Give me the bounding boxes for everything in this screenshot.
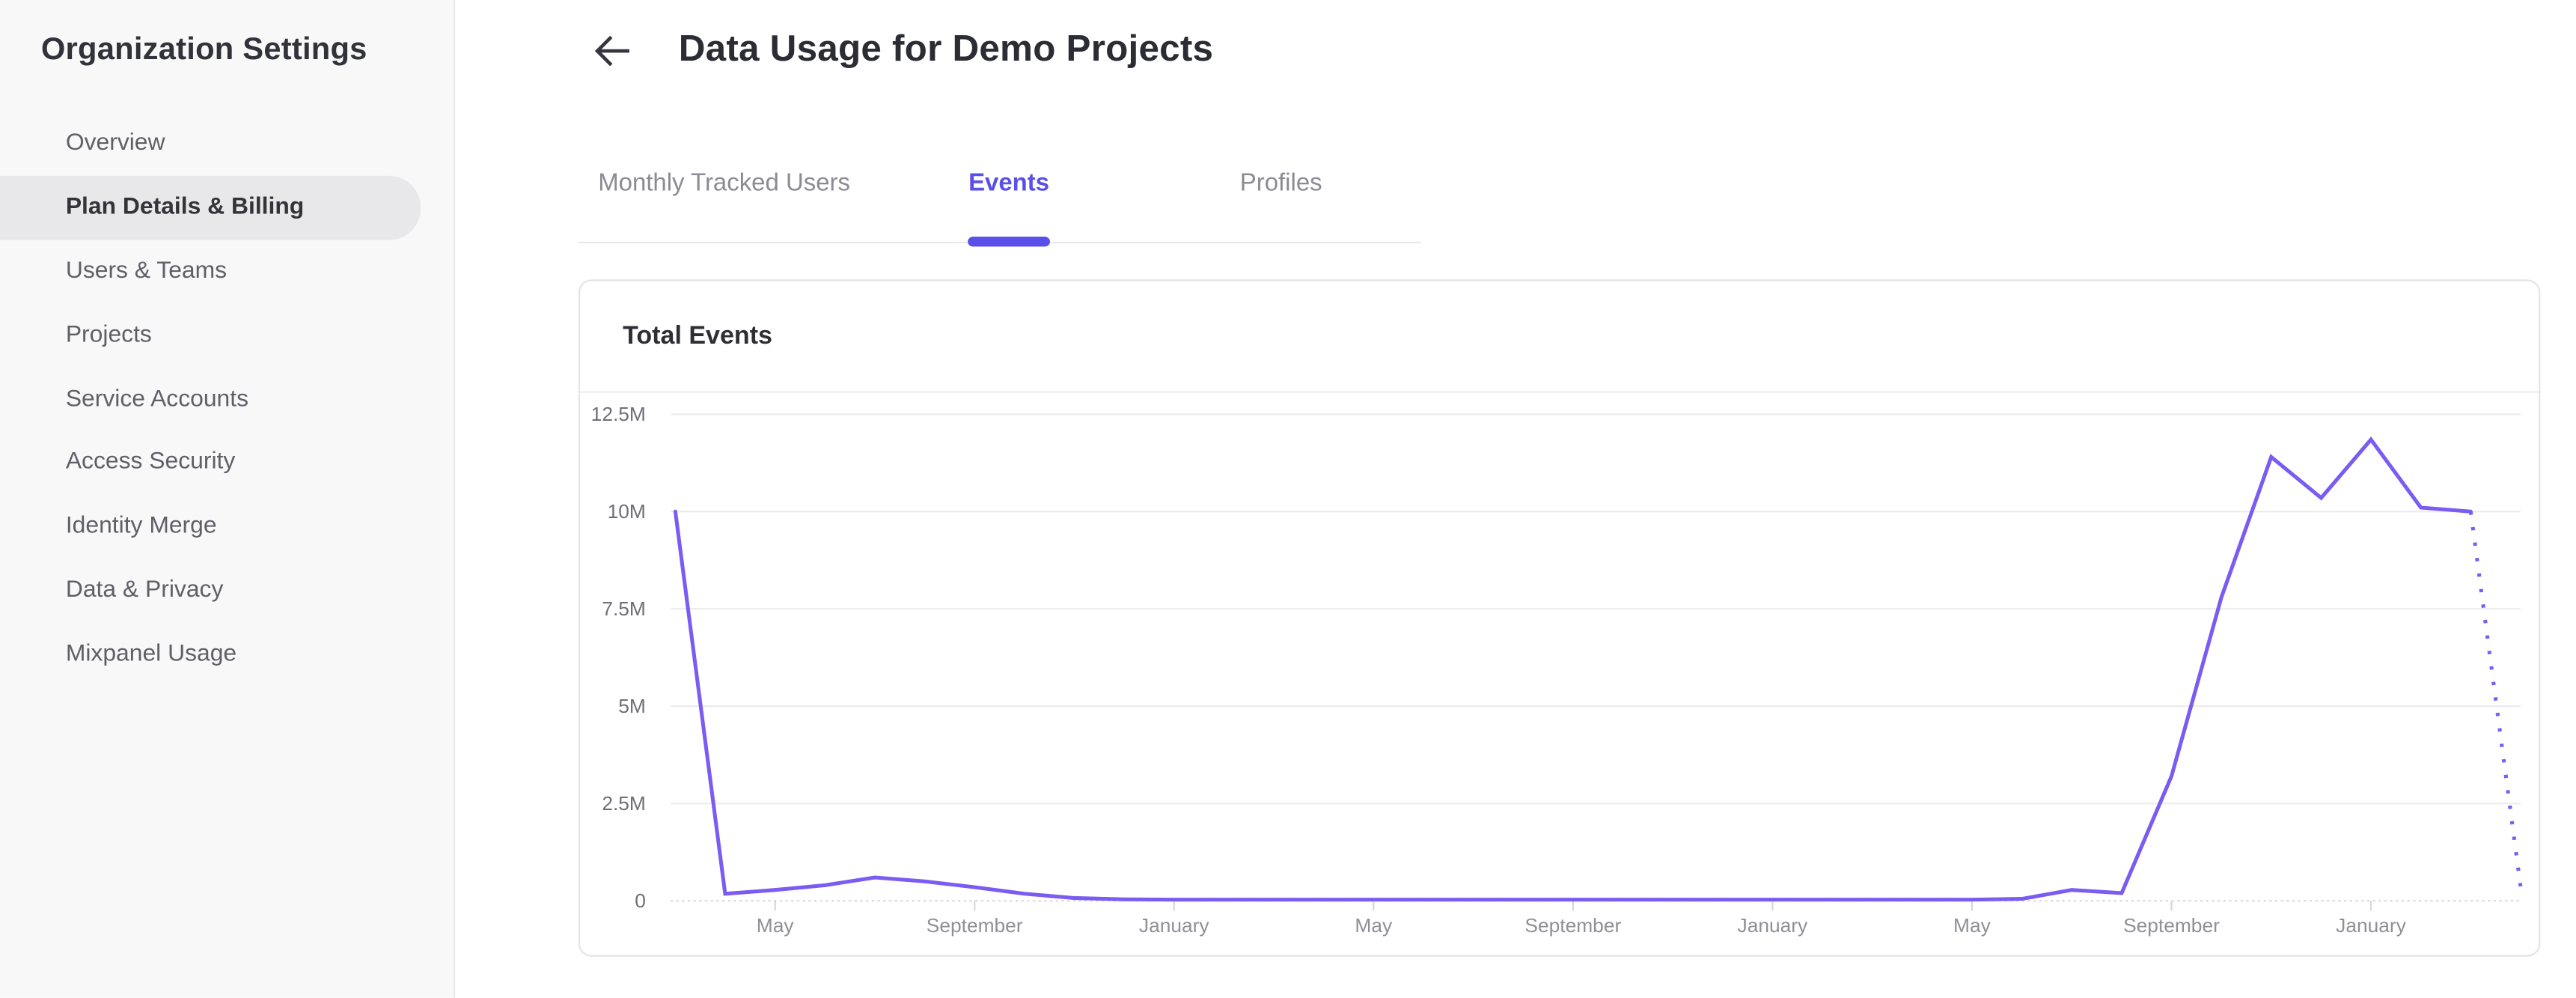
sidebar-item-overview[interactable]: Overview	[65, 130, 165, 157]
tab-monthly-tracked-users[interactable]: Monthly Tracked Users	[598, 148, 850, 242]
x-axis-label: January	[1738, 914, 1809, 937]
sidebar-item-projects[interactable]: Projects	[65, 321, 152, 348]
y-axis-label: 5M	[618, 695, 646, 717]
x-axis-label: May	[1355, 914, 1393, 937]
total-events-chart[interactable]: 12.5M 10M 7.5M 5M 2.5M 0 May September January Ma…	[580, 393, 2539, 955]
tab-profiles[interactable]: Profiles	[1240, 148, 1322, 242]
back-button[interactable]	[590, 28, 635, 73]
tab-events[interactable]: Events	[968, 148, 1050, 247]
x-axis-label: May	[1953, 914, 1991, 937]
y-axis-label: 10M	[608, 500, 646, 523]
tab-label: Monthly Tracked Users	[598, 169, 850, 198]
sidebar-item-users-teams[interactable]: Users & Teams	[65, 258, 228, 285]
arrow-left-icon	[590, 35, 635, 79]
sidebar-item-data-privacy[interactable]: Data & Privacy	[65, 576, 224, 603]
y-axis-label: 0	[635, 889, 646, 912]
chart-canvas[interactable]: 12.5M 10M 7.5M 5M 2.5M 0 May September January Ma…	[580, 393, 2539, 955]
total-events-card: Total Events 12.5M 10M 7.5M 5M 2.5M 0 May Septe…	[578, 279, 2541, 957]
tab-label: Events	[968, 169, 1050, 198]
y-axis-label: 12.5M	[591, 403, 646, 425]
x-axis-label: September	[2123, 914, 2220, 937]
sidebar-item-identity-merge[interactable]: Identity Merge	[65, 513, 217, 540]
y-axis-label: 7.5M	[602, 597, 646, 620]
sidebar-item-access-security[interactable]: Access Security	[65, 449, 236, 476]
usage-tabs: Monthly Tracked Users Events Profiles	[578, 148, 1422, 247]
tab-label: Profiles	[1239, 169, 1322, 198]
card-title: Total Events	[623, 321, 772, 350]
sidebar-title: Organization Settings	[40, 32, 367, 68]
sidebar-item-mixpanel-usage[interactable]: Mixpanel Usage	[65, 640, 237, 667]
sidebar-item-plan-details-billing[interactable]: Plan Details & Billing	[0, 175, 421, 240]
page-title: Data Usage for Demo Projects	[678, 28, 1214, 70]
x-axis-label: May	[757, 914, 795, 937]
x-axis-label: January	[2336, 914, 2407, 937]
sidebar: Organization Settings Overview Plan Deta…	[0, 0, 456, 998]
card-header: Total Events	[580, 281, 2539, 393]
x-axis-label: September	[1524, 914, 1621, 937]
x-axis-label: January	[1139, 914, 1210, 937]
y-axis-label: 2.5M	[602, 792, 646, 815]
sidebar-nav: Overview Plan Details & Billing Users & …	[0, 112, 452, 686]
total-events-series-line	[673, 436, 2473, 902]
sidebar-item-service-accounts[interactable]: Service Accounts	[65, 386, 249, 413]
x-axis-label: September	[927, 914, 1023, 937]
projection-dotted-line	[2468, 511, 2523, 888]
